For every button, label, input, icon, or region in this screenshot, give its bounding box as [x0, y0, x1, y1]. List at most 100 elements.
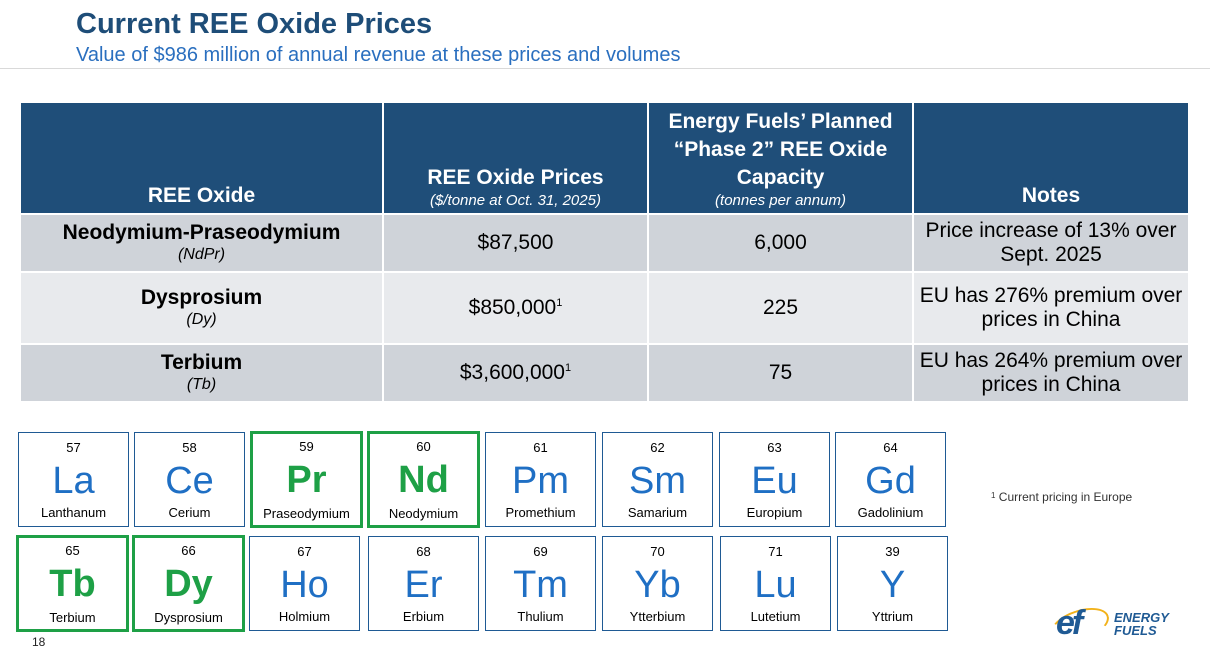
element-name: Promethium: [505, 505, 576, 520]
logo-wordmark: ENERGY FUELS: [1114, 611, 1169, 637]
element-tile-nd: 60 Nd Neodymium: [367, 431, 480, 528]
element-symbol: Sm: [629, 460, 686, 502]
element-name: Dysprosium: [154, 610, 223, 625]
energy-fuels-logo: ef ENERGY FUELS: [1046, 601, 1182, 649]
element-name: Praseodymium: [263, 506, 350, 521]
element-number: 61: [533, 440, 548, 455]
element-number: 71: [768, 544, 783, 559]
element-tile-lu: 71 Lu Lutetium: [720, 536, 831, 631]
element-tile-y: 39 Y Yttrium: [837, 536, 948, 631]
element-tile-yb: 70 Yb Ytterbium: [602, 536, 713, 631]
element-number: 39: [885, 544, 900, 559]
element-number: 64: [883, 440, 898, 455]
element-symbol: Er: [404, 564, 443, 606]
element-symbol: Pr: [286, 459, 327, 501]
element-number: 66: [181, 543, 196, 558]
element-symbol: Dy: [164, 563, 213, 605]
element-tile-eu: 63 Eu Europium: [719, 432, 830, 527]
table-row: Dysprosium (Dy) $850,0001 225 EU has 276…: [19, 271, 1190, 345]
logo-line-1: ENERGY: [1114, 610, 1169, 625]
element-name: Neodymium: [388, 506, 459, 521]
element-symbol: La: [52, 460, 95, 502]
price-cell: $87,500: [382, 213, 649, 273]
element-name: Europium: [746, 505, 803, 520]
element-symbol: Eu: [751, 460, 798, 502]
element-number: 67: [297, 544, 312, 559]
price-cell: $850,0001: [382, 271, 649, 345]
oxide-symbol: (Tb): [186, 376, 217, 393]
element-tile-ho: 67 Ho Holmium: [249, 536, 360, 631]
header-ree-oxide: REE Oxide: [19, 101, 384, 215]
element-name: Cerium: [168, 505, 211, 520]
oxide-cell: Neodymium-Praseodymium (NdPr): [19, 213, 384, 273]
oxide-cell: Terbium (Tb): [19, 343, 384, 403]
oxide-symbol: (NdPr): [177, 246, 226, 263]
element-tile-er: 68 Er Erbium: [368, 536, 479, 631]
element-number: 68: [416, 544, 431, 559]
element-number: 60: [416, 439, 431, 454]
element-number: 62: [650, 440, 665, 455]
element-symbol: Y: [879, 564, 906, 606]
element-number: 65: [65, 543, 80, 558]
oxide-cell: Dysprosium (Dy): [19, 271, 384, 345]
element-tile-gd: 64 Gd Gadolinium: [835, 432, 946, 527]
element-number: 58: [182, 440, 197, 455]
notes-cell: EU has 264% premium over prices in China: [912, 343, 1190, 403]
element-name: Erbium: [402, 609, 445, 624]
element-number: 59: [299, 439, 314, 454]
element-tile-ce: 58 Ce Cerium: [134, 432, 245, 527]
element-number: 63: [767, 440, 782, 455]
element-symbol: Ce: [165, 460, 214, 502]
element-name: Ytterbium: [629, 609, 686, 624]
element-tile-tm: 69 Tm Thulium: [485, 536, 596, 631]
element-tile-pr: 59 Pr Praseodymium: [250, 431, 363, 528]
oxide-name: Neodymium-Praseodymium: [62, 221, 341, 244]
footnote-marker: 1: [991, 491, 996, 500]
footnote-marker: 1: [564, 362, 572, 374]
oxide-symbol: (Dy): [186, 311, 217, 328]
element-name: Terbium: [49, 610, 96, 625]
capacity-cell: 75: [647, 343, 914, 403]
notes-cell: EU has 276% premium over prices in China: [912, 271, 1190, 345]
element-tile-sm: 62 Sm Samarium: [602, 432, 713, 527]
element-symbol: Tm: [513, 564, 568, 606]
page-number: 18: [32, 635, 46, 649]
element-name: Gadolinium: [857, 505, 924, 520]
element-symbol: Pm: [512, 460, 569, 502]
capacity-cell: 6,000: [647, 213, 914, 273]
element-symbol: Gd: [865, 460, 916, 502]
table-row: Neodymium-Praseodymium (NdPr) $87,500 6,…: [19, 213, 1190, 273]
footnote-marker: 1: [556, 297, 563, 309]
element-symbol: Ho: [280, 564, 329, 606]
logo-mark: ef: [1056, 604, 1083, 642]
oxide-name: Terbium: [160, 351, 243, 374]
element-name: Lanthanum: [40, 505, 107, 520]
header-capacity-unit: (tonnes per annum): [715, 192, 846, 209]
element-symbol: Nd: [398, 459, 449, 501]
footnote-text: Current pricing in Europe: [998, 490, 1133, 504]
element-symbol: Yb: [634, 564, 681, 606]
header-notes: Notes: [912, 101, 1190, 215]
element-name: Lutetium: [750, 609, 801, 624]
element-name: Yttrium: [871, 609, 914, 624]
element-tile-dy: 66 Dy Dysprosium: [132, 535, 245, 632]
element-name: Samarium: [627, 505, 688, 520]
price-cell: $3,600,0001: [382, 343, 649, 403]
element-number: 70: [650, 544, 665, 559]
header-prices: REE Oxide Prices ($/tonne at Oct. 31, 20…: [382, 101, 649, 215]
table-header-row: REE Oxide REE Oxide Prices ($/tonne at O…: [19, 101, 1190, 215]
element-tile-tb: 65 Tb Terbium: [16, 535, 129, 632]
element-symbol: Lu: [754, 564, 797, 606]
element-name: Holmium: [278, 609, 331, 624]
footnote: 1 Current pricing in Europe: [991, 490, 1132, 504]
element-number: 57: [66, 440, 81, 455]
element-name: Thulium: [517, 609, 564, 624]
ree-prices-table: REE Oxide REE Oxide Prices ($/tonne at O…: [19, 101, 1190, 403]
notes-cell: Price increase of 13% over Sept. 2025: [912, 213, 1190, 273]
header-prices-unit: ($/tonne at Oct. 31, 2025): [430, 192, 601, 209]
page-title: Current REE Oxide Prices: [76, 8, 433, 40]
header-capacity: Energy Fuels’ Planned “Phase 2” REE Oxid…: [647, 101, 914, 215]
table-row: Terbium (Tb) $3,600,0001 75 EU has 264% …: [19, 343, 1190, 403]
page-subtitle: Value of $986 million of annual revenue …: [76, 44, 681, 66]
capacity-cell: 225: [647, 271, 914, 345]
